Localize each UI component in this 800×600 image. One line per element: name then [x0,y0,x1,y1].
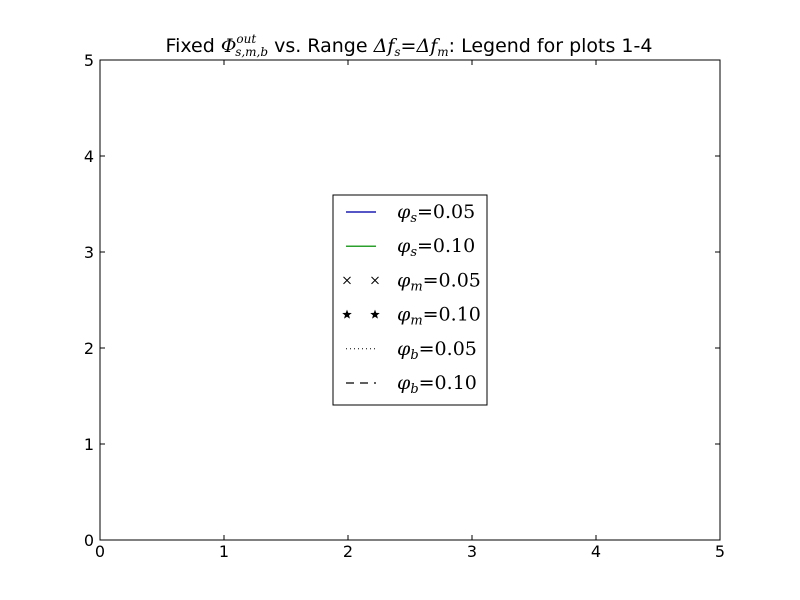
x-axis: 0 1 2 3 4 5 [95,60,725,561]
legend-marker-star [370,309,380,319]
x-tick-label: 2 [343,542,353,561]
legend-marker-x [371,276,379,285]
y-tick-label: 5 [84,51,94,70]
legend-item: φs=0.05 [346,201,475,226]
x-tick-label: 5 [715,542,725,561]
x-tick-label: 3 [467,542,477,561]
legend: φs=0.05 φs=0.10 φm=0.05 φm=0.10 φb=0.05 φb=0.… [332,194,488,406]
legend-label: φs=0.10 [397,235,475,260]
y-tick-label: 2 [84,339,94,358]
legend-marker-x [343,276,351,285]
y-tick-label: 4 [84,147,94,166]
legend-item: φb=0.05 [346,338,477,363]
legend-item: φm=0.10 [342,304,481,329]
chart-title: Fixed Φout s,m,b vs. Range Δfs=Δfm: Legen… [166,32,653,59]
legend-label: φb=0.05 [397,338,477,363]
legend-item: φs=0.10 [346,235,475,260]
y-tick-label: 1 [84,435,94,454]
x-tick-label: 0 [95,542,105,561]
legend-label: φb=0.10 [397,372,477,397]
legend-box [332,194,488,406]
legend-item: φm=0.05 [343,269,481,294]
legend-marker-star [342,309,352,319]
y-tick-label: 3 [84,243,94,262]
legend-label: φm=0.05 [397,269,481,294]
x-tick-label: 1 [219,542,229,561]
legend-label: φs=0.05 [397,201,475,226]
y-axis: 0 1 2 3 4 5 [84,51,720,550]
legend-item: φb=0.10 [346,372,477,397]
y-tick-label: 0 [84,531,94,550]
plot-area [99,59,721,541]
legend-label: φm=0.10 [397,304,481,329]
x-tick-label: 4 [591,542,601,561]
